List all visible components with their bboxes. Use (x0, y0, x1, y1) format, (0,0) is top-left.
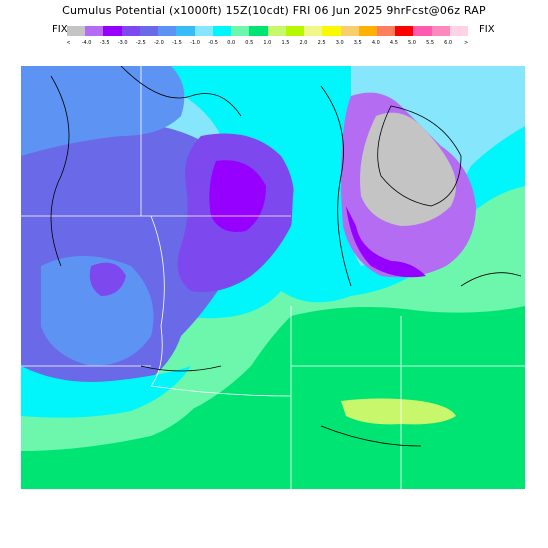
field-midblue-patch (41, 256, 154, 366)
fix-label-left: FIX (52, 24, 68, 35)
legend-swatch-19 (413, 26, 432, 36)
map-title: Cumulus Potential (x1000ft) 15Z(10cdt) F… (62, 4, 486, 17)
legend-tick-12: 1.5 (281, 40, 290, 46)
cumulus-potential-map (21, 66, 525, 489)
legend-swatch-7 (194, 26, 213, 36)
legend-tick-22: > (464, 40, 469, 46)
legend-swatch-2 (103, 26, 122, 36)
legend-swatch-20 (431, 26, 450, 36)
color-legend (67, 26, 469, 36)
legend-tick-0: < (66, 40, 71, 46)
legend-swatch-8 (212, 26, 232, 36)
legend-tick-2: -3.5 (99, 40, 110, 46)
legend-swatch-10 (249, 26, 268, 36)
legend-tick-11: 1.0 (263, 40, 272, 46)
legend-tick-14: 2.5 (317, 40, 326, 46)
legend-tick-7: -1.0 (190, 40, 200, 46)
legend-tick-19: 5.0 (408, 40, 416, 46)
legend-swatch-9 (231, 26, 250, 36)
legend-tick-16: 3.5 (353, 40, 362, 46)
legend-tick-18: 4.5 (389, 40, 398, 46)
legend-swatch-17 (376, 26, 396, 36)
field-violet-spot (209, 160, 266, 232)
legend-tick-4: -2.5 (135, 40, 146, 46)
legend-swatch-11 (267, 26, 286, 36)
legend-swatch-0 (67, 26, 86, 36)
legend-swatch-13 (304, 26, 323, 36)
field-gray-michigan-core (360, 112, 456, 226)
legend-swatch-4 (139, 26, 159, 36)
fix-label-right: FIX (479, 24, 495, 35)
legend-swatch-6 (176, 26, 195, 36)
legend-swatch-1 (85, 26, 104, 36)
legend-tick-15: 3.0 (335, 40, 344, 46)
legend-tick-5: -2.0 (154, 40, 164, 46)
field-yellowgreen-patch (341, 398, 456, 425)
legend-swatch-21 (449, 26, 469, 36)
field-violet-michigan-edge (346, 206, 426, 278)
legend-tick-20: 5.5 (426, 40, 435, 46)
legend-swatch-5 (158, 26, 177, 36)
legend-tick-labels: < -4.0 -3.5 -3.0 -2.5 -2.0 -1.5 -1.0 -0.5 0.0 0.5 1… (60, 40, 475, 50)
field-midblue-northwest (21, 66, 185, 156)
legend-swatch-15 (340, 26, 359, 36)
legend-tick-10: 0.5 (245, 40, 254, 46)
legend-tick-9: 0.0 (227, 40, 236, 46)
field-green-south (21, 306, 525, 489)
legend-tick-17: 4.0 (371, 40, 380, 46)
legend-tick-8: -0.5 (208, 40, 218, 46)
contour-lines (50, 66, 522, 447)
field-cyan-southwest (21, 366, 191, 418)
legend-swatch-16 (358, 26, 377, 36)
state-borders (21, 66, 525, 489)
field-purple-spot-sw (89, 262, 126, 296)
legend-tick-21: 6.0 (444, 40, 453, 46)
legend-tick-13: 2.0 (299, 40, 308, 46)
legend-tick-6: -1.5 (172, 40, 182, 46)
legend-swatch-12 (285, 26, 305, 36)
legend-swatch-18 (395, 26, 414, 36)
legend-swatch-14 (322, 26, 341, 36)
legend-tick-3: -3.0 (117, 40, 128, 46)
legend-swatch-3 (121, 26, 140, 36)
lake-michigan-region (289, 116, 328, 297)
legend-tick-1: -4.0 (81, 40, 92, 46)
